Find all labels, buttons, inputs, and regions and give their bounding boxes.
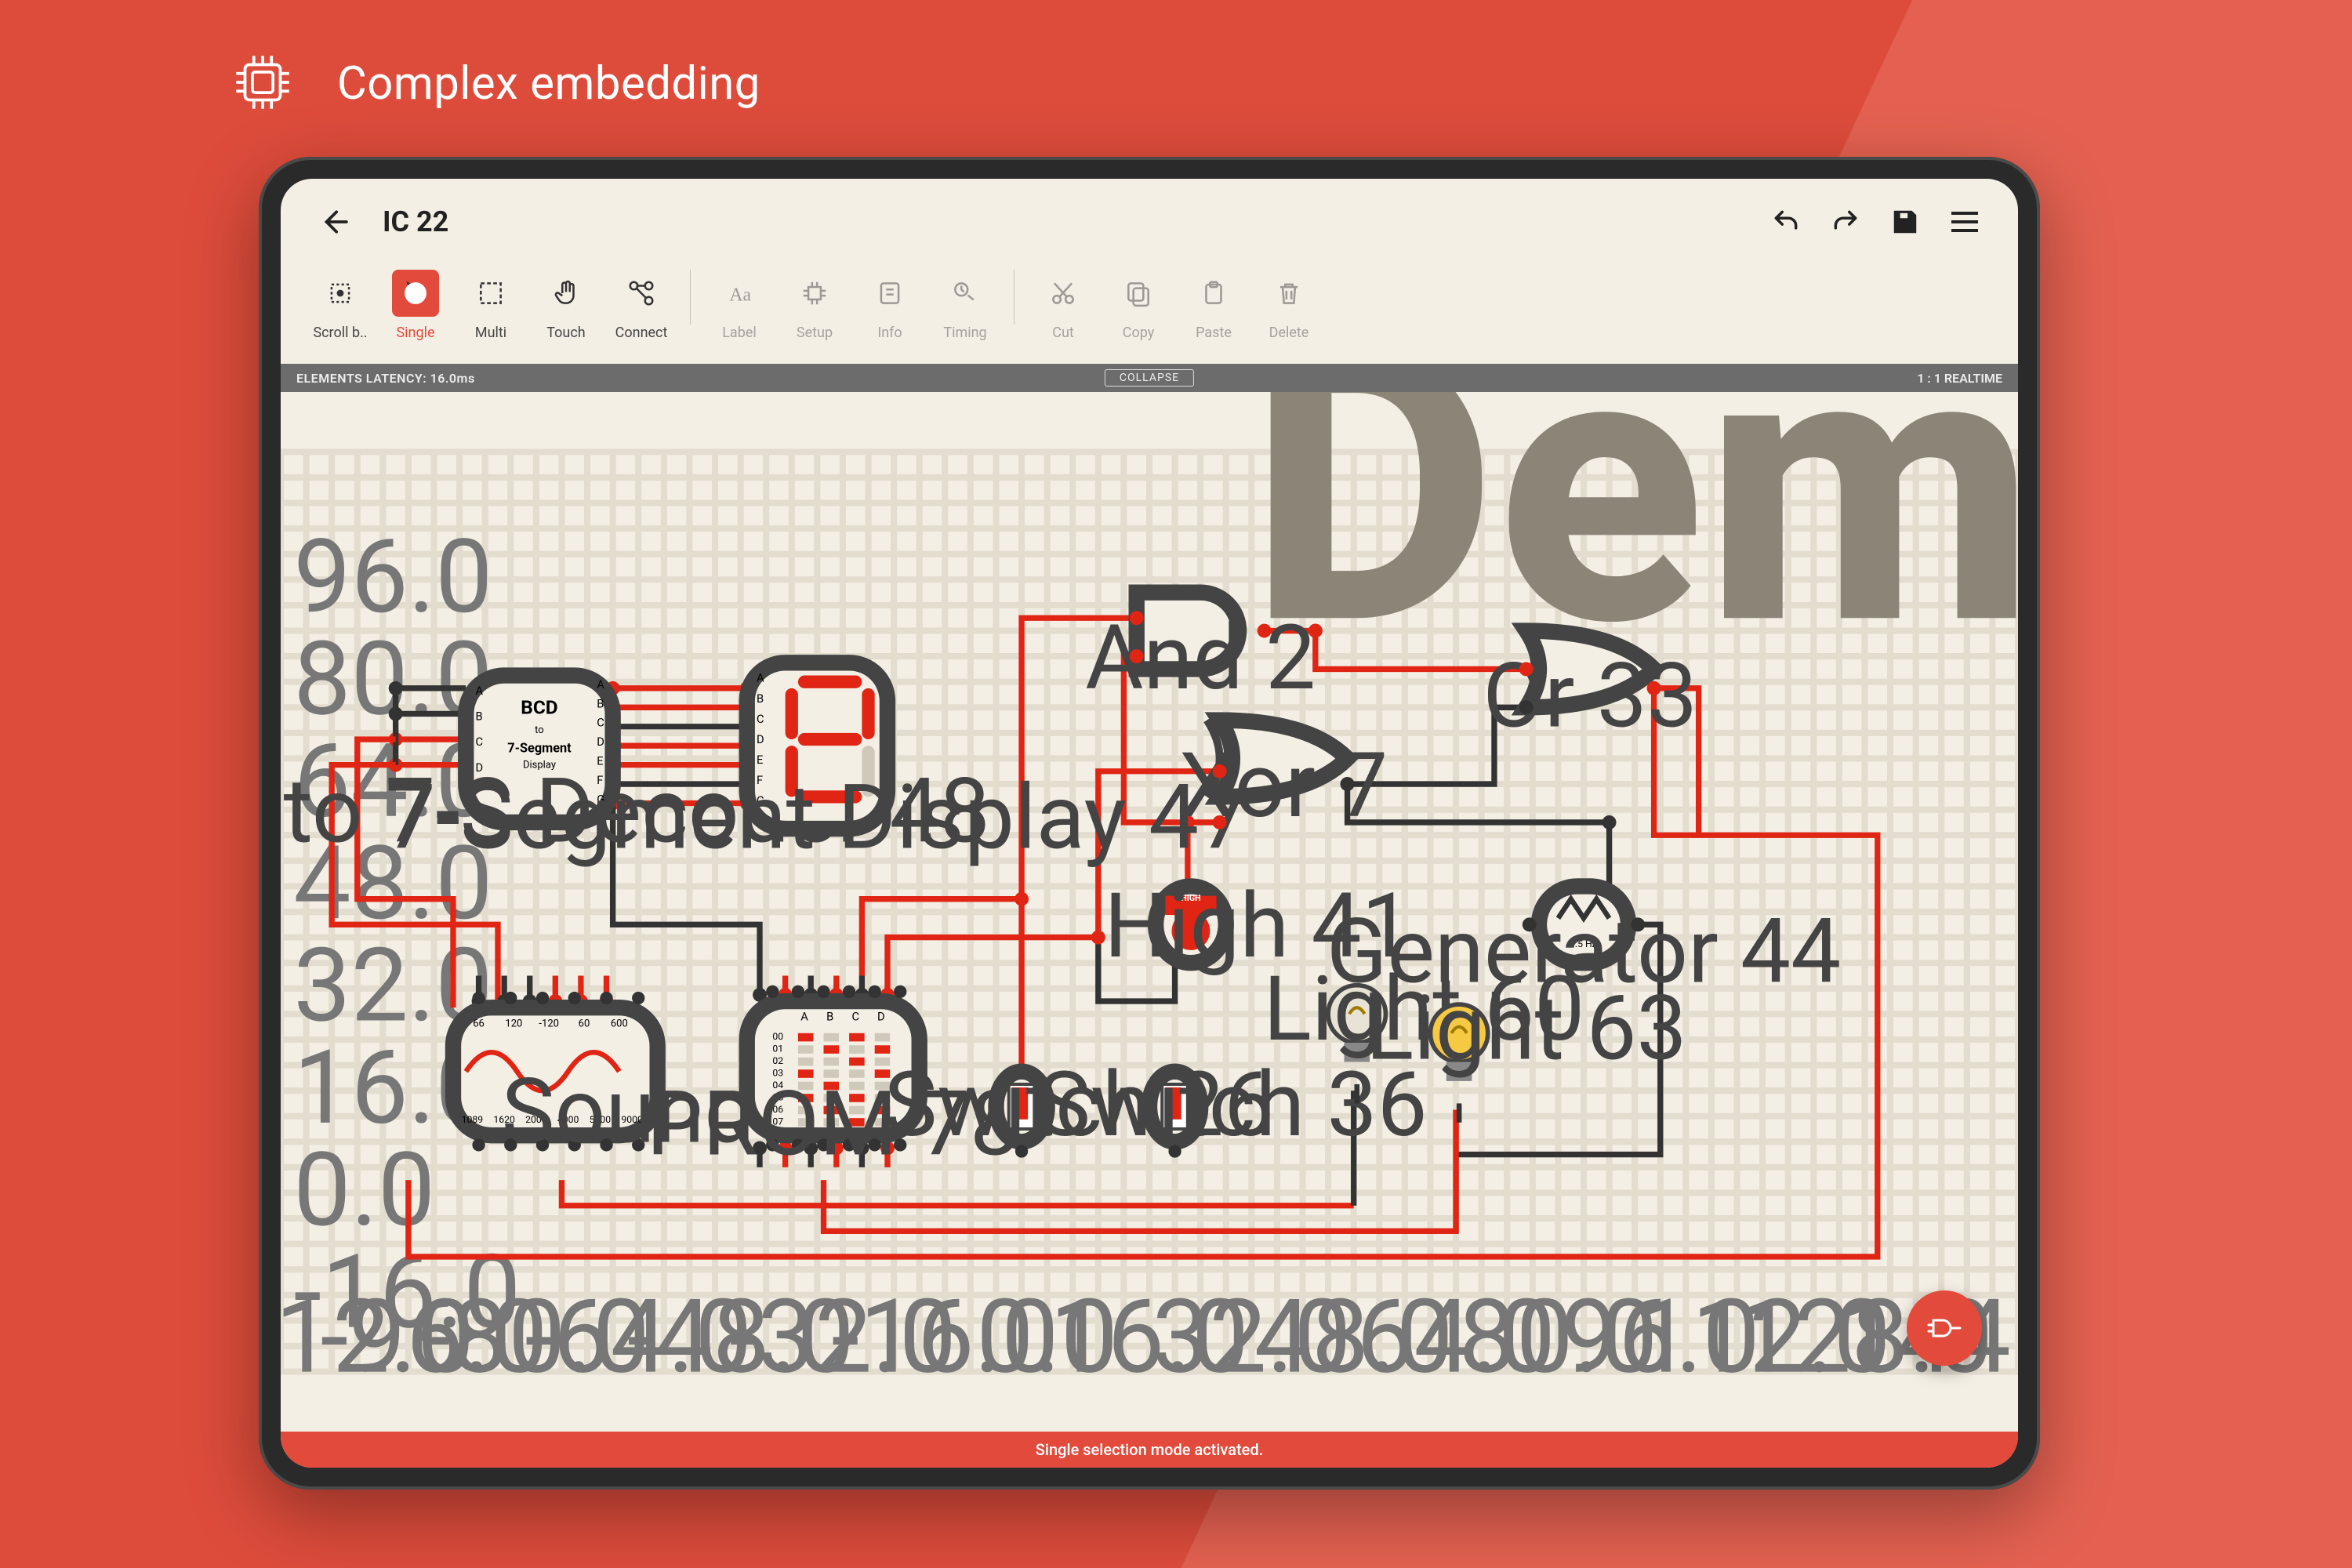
tool-label: Connect	[615, 325, 668, 341]
tool-paste: Paste	[1176, 265, 1251, 341]
latency-label: ELEMENTS LATENCY: 16.0ms	[296, 371, 475, 386]
brand-title: Complex embedding	[337, 57, 760, 111]
status-bar: ELEMENTS LATENCY: 16.0ms COLLAPSE 1 : 1 …	[281, 364, 2018, 392]
tool-label: Timing	[943, 325, 986, 341]
add-gate-fab[interactable]	[1907, 1290, 1982, 1366]
collapse-button[interactable]: COLLAPSE	[1105, 369, 1194, 387]
tool-label: Label	[722, 325, 757, 341]
timing-icon	[942, 270, 989, 317]
svg-text:to: to	[535, 724, 544, 736]
circuit-canvas[interactable]: -112.0-96.0-80.0-64.0-48.0-32.0-16.00.01…	[281, 392, 2018, 1432]
tool-label: Multi	[475, 325, 506, 341]
svg-text:B: B	[597, 696, 604, 710]
tablet-frame: IC 22 Scroll b.. Single Multi Touch	[259, 157, 2040, 1490]
tool-label: Scroll b..	[313, 325, 367, 341]
svg-text:7-Segment: 7-Segment	[507, 740, 572, 755]
svg-text:D: D	[597, 735, 604, 749]
crosshair-icon	[317, 270, 364, 317]
cursor-icon	[392, 270, 439, 317]
undo-button[interactable]	[1767, 203, 1805, 241]
chip-icon	[227, 47, 298, 121]
svg-text:120: 120	[505, 1018, 522, 1030]
tool-single[interactable]: Single	[378, 265, 453, 341]
svg-text:60: 60	[579, 1018, 590, 1030]
trash-icon	[1265, 270, 1312, 317]
svg-text:Light 63: Light 63	[1366, 975, 1687, 1080]
brand-header: Complex embedding	[227, 47, 760, 121]
svg-text:B: B	[475, 710, 482, 724]
svg-text:Or 33: Or 33	[1483, 644, 1697, 749]
tool-setup: Setup	[777, 265, 852, 341]
svg-text:C: C	[597, 716, 604, 730]
svg-text:A: A	[800, 1010, 808, 1024]
svg-text:C: C	[475, 735, 483, 749]
tool-label: Paste	[1196, 325, 1232, 341]
footer-status: Single selection mode activated.	[281, 1432, 2018, 1468]
back-button[interactable]	[315, 203, 353, 241]
tool-touch[interactable]: Touch	[528, 265, 604, 341]
appbar: IC 22	[281, 179, 2018, 265]
text-icon: Aa	[716, 270, 763, 317]
svg-text:66: 66	[473, 1018, 485, 1030]
svg-text:A: A	[475, 684, 483, 698]
svg-text:B: B	[757, 691, 764, 706]
tool-cut: Cut	[1025, 265, 1101, 341]
svg-text:Aa: Aa	[729, 285, 751, 306]
svg-text:7-Segment Display 47: 7-Segment Display 47	[385, 765, 1249, 870]
tool-timing: Timing	[927, 265, 1003, 341]
svg-text:A: A	[757, 671, 764, 685]
tool-label: Single	[396, 325, 434, 341]
tool-scroll[interactable]: Scroll b..	[303, 265, 378, 341]
cut-icon	[1040, 270, 1087, 317]
tool-info: Info	[852, 265, 927, 341]
svg-text:00: 00	[772, 1031, 783, 1042]
tool-label: Setup	[797, 325, 833, 341]
svg-text:C: C	[851, 1010, 859, 1024]
realtime-label: 1 : 1 REALTIME	[1917, 371, 2002, 386]
tool-delete: Delete	[1251, 265, 1327, 341]
svg-text:And 2: And 2	[1085, 605, 1316, 710]
select-icon	[467, 270, 514, 317]
page-title: IC 22	[383, 205, 448, 238]
svg-text:C: C	[757, 712, 764, 726]
connect-icon	[618, 270, 665, 317]
svg-text:BCD: BCD	[521, 695, 557, 718]
menu-button[interactable]	[1946, 203, 1984, 241]
app-screen: IC 22 Scroll b.. Single Multi Touch	[281, 179, 2018, 1468]
hand-icon	[543, 270, 590, 317]
toolbar: Scroll b.. Single Multi Touch Connect Aa…	[281, 265, 2018, 364]
tool-label: Copy	[1123, 325, 1155, 341]
save-button[interactable]	[1886, 203, 1924, 241]
svg-text:01: 01	[772, 1043, 783, 1054]
tool-label: Touch	[546, 325, 585, 341]
copy-icon	[1115, 270, 1162, 317]
chip-icon	[791, 270, 838, 317]
hamburger-icon	[1951, 212, 1978, 232]
svg-text:D: D	[877, 1010, 885, 1024]
svg-text:-120: -120	[539, 1018, 559, 1030]
svg-text:1089: 1089	[462, 1114, 484, 1125]
canvas-svg: -112.0-96.0-80.0-64.0-48.0-32.0-16.00.01…	[281, 392, 2018, 1432]
info-icon	[866, 270, 913, 317]
tool-label: Cut	[1052, 325, 1074, 341]
tool-multi[interactable]: Multi	[453, 265, 528, 341]
tool-label: Delete	[1269, 325, 1309, 341]
svg-text:D: D	[757, 732, 764, 746]
tool-connect[interactable]: Connect	[604, 265, 679, 341]
paste-icon	[1190, 270, 1237, 317]
tool-label: Aa Label	[702, 265, 777, 341]
footer-message: Single selection mode activated.	[1036, 1440, 1263, 1459]
tool-copy: Copy	[1101, 265, 1176, 341]
svg-text:A: A	[597, 677, 604, 691]
tool-label: Info	[877, 325, 902, 341]
svg-text:B: B	[826, 1010, 833, 1024]
redo-button[interactable]	[1827, 203, 1864, 241]
svg-text:02: 02	[772, 1055, 783, 1066]
svg-text:600: 600	[611, 1018, 628, 1030]
